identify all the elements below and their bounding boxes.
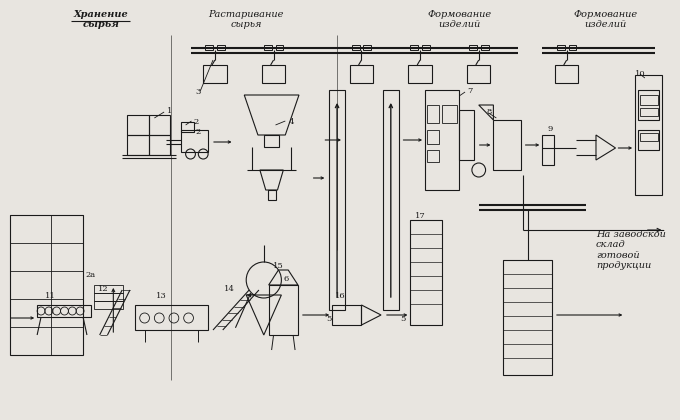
Bar xyxy=(638,130,660,150)
Bar xyxy=(10,215,83,355)
Text: 14: 14 xyxy=(224,285,235,293)
Bar xyxy=(217,45,224,50)
Bar xyxy=(264,45,271,50)
Text: Формование
изделий: Формование изделий xyxy=(427,10,491,29)
Bar xyxy=(94,285,123,293)
Bar xyxy=(640,108,658,116)
Bar xyxy=(410,45,418,50)
Text: 9: 9 xyxy=(547,125,553,133)
Bar xyxy=(127,135,148,155)
Text: 4: 4 xyxy=(288,118,294,126)
Bar xyxy=(427,130,439,144)
Bar xyxy=(635,75,662,195)
Bar xyxy=(264,135,279,147)
Text: 16: 16 xyxy=(335,292,345,300)
Bar xyxy=(269,285,298,335)
Text: 7: 7 xyxy=(467,87,473,95)
Text: 5: 5 xyxy=(401,315,406,323)
Bar xyxy=(350,65,373,83)
Bar xyxy=(363,45,371,50)
Text: 2: 2 xyxy=(193,118,199,126)
Bar xyxy=(469,45,477,50)
Bar xyxy=(481,45,488,50)
Bar xyxy=(181,130,208,152)
Bar xyxy=(494,120,521,170)
Bar xyxy=(555,65,579,83)
Bar xyxy=(459,110,474,160)
Bar xyxy=(638,90,660,120)
Bar xyxy=(425,90,459,190)
Bar xyxy=(410,220,441,325)
Bar xyxy=(503,260,552,375)
Bar xyxy=(127,115,148,135)
Bar xyxy=(148,135,170,155)
Bar xyxy=(640,133,658,141)
Bar xyxy=(422,45,430,50)
Bar xyxy=(94,293,123,301)
Bar xyxy=(262,65,286,83)
Bar xyxy=(203,65,226,83)
Bar xyxy=(37,305,91,317)
Text: 17: 17 xyxy=(415,212,426,220)
Bar xyxy=(409,65,432,83)
Bar xyxy=(640,95,658,105)
Text: 1: 1 xyxy=(167,107,173,115)
Bar xyxy=(329,90,345,310)
Text: 13: 13 xyxy=(156,292,167,300)
Bar xyxy=(352,45,360,50)
Bar xyxy=(94,301,123,309)
Text: 5: 5 xyxy=(326,315,332,323)
Bar xyxy=(427,105,439,123)
Text: 2а: 2а xyxy=(86,271,96,279)
Text: Формование
изделий: Формование изделий xyxy=(574,10,638,29)
Text: 11: 11 xyxy=(46,292,56,300)
Bar xyxy=(205,45,213,50)
Text: 15: 15 xyxy=(273,262,284,270)
Text: Хранение
сырья: Хранение сырья xyxy=(73,10,128,29)
Bar xyxy=(181,122,194,132)
Bar xyxy=(383,90,398,310)
Text: 12: 12 xyxy=(98,285,108,293)
Bar xyxy=(333,305,362,325)
Bar xyxy=(441,105,457,123)
Bar xyxy=(467,65,490,83)
Bar xyxy=(557,45,564,50)
Bar xyxy=(427,150,439,162)
Text: 10: 10 xyxy=(635,70,646,78)
Text: 3: 3 xyxy=(195,88,201,96)
Text: 8: 8 xyxy=(487,108,492,116)
Text: Растаривание
сырья: Растаривание сырья xyxy=(209,10,284,29)
Bar xyxy=(148,115,170,135)
Bar xyxy=(275,45,284,50)
Text: На заводской
склад
готовой
продукции: На заводской склад готовой продукции xyxy=(596,230,666,270)
Text: 2: 2 xyxy=(195,128,201,136)
Bar xyxy=(568,45,577,50)
Text: 6: 6 xyxy=(284,275,288,283)
Bar xyxy=(542,135,554,165)
Bar xyxy=(135,305,208,330)
Bar xyxy=(268,190,275,200)
